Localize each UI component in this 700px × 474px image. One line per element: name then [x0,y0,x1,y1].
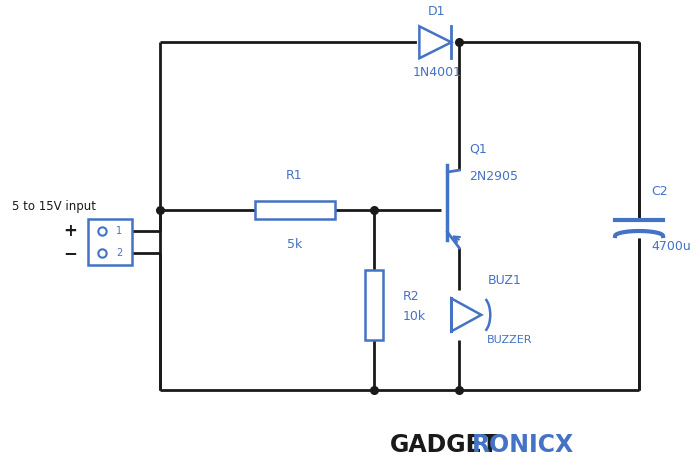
Text: BUZ1: BUZ1 [487,274,521,287]
Bar [255,201,335,219]
Text: 2N2905: 2N2905 [469,170,518,183]
Text: Q1: Q1 [469,142,487,155]
Text: 5k: 5k [287,238,302,251]
Text: 2: 2 [116,248,122,258]
Text: D1: D1 [428,5,446,18]
Text: RONICX: RONICX [473,433,575,456]
Text: +: + [63,222,77,240]
Text: C2: C2 [651,185,668,198]
Text: 10k: 10k [402,310,426,323]
Bar [88,219,132,265]
Text: 4700u: 4700u [651,240,691,253]
Polygon shape [452,299,482,331]
Text: 1N4001: 1N4001 [412,66,461,79]
Text: −: − [63,244,77,262]
Bar [365,270,384,340]
Polygon shape [419,27,452,58]
Text: 5 to 15V input: 5 to 15V input [12,200,96,212]
Text: GADGET: GADGET [389,433,498,456]
Text: BUZZER: BUZZER [487,335,533,345]
Text: R1: R1 [286,169,303,182]
Text: R2: R2 [402,291,419,303]
Text: 1: 1 [116,226,122,236]
